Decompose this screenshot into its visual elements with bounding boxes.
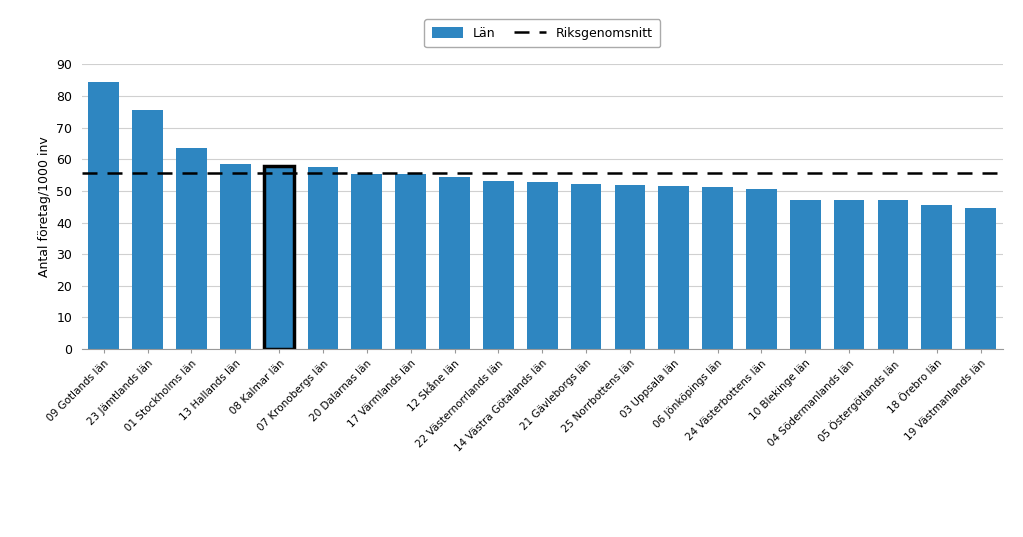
Bar	[878, 200, 908, 349]
Bar	[483, 182, 514, 349]
Bar	[395, 173, 426, 349]
Bar	[308, 167, 339, 349]
Y-axis label: Antal företag/1000 inv: Antal företag/1000 inv	[38, 136, 50, 277]
Bar	[176, 148, 207, 349]
Bar	[352, 173, 383, 349]
Bar	[746, 188, 776, 349]
Bar	[834, 200, 864, 349]
Legend: Län, Riksgenomsnitt: Län, Riksgenomsnitt	[425, 19, 660, 47]
Bar	[790, 200, 820, 349]
Bar	[220, 164, 251, 349]
Bar	[132, 110, 163, 349]
Bar	[439, 177, 470, 349]
Bar	[615, 185, 646, 349]
Bar	[571, 184, 602, 349]
Bar	[922, 205, 952, 349]
Bar	[264, 165, 295, 349]
Bar	[659, 186, 690, 349]
Bar	[966, 208, 996, 349]
Bar	[702, 187, 732, 349]
Bar	[527, 183, 558, 349]
Bar	[88, 82, 119, 349]
